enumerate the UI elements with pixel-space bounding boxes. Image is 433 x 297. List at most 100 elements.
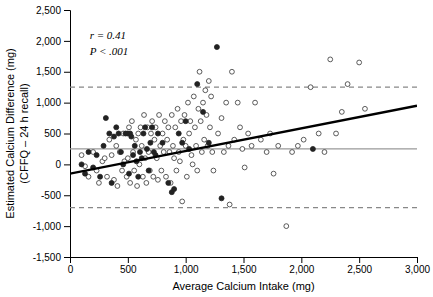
y-tick-mark — [64, 103, 70, 104]
point — [182, 113, 187, 118]
y-tick-mark — [64, 257, 70, 258]
y-tick: 500 — [44, 128, 70, 139]
point — [155, 131, 160, 136]
x-tick: 3,000 — [405, 257, 430, 275]
point — [271, 171, 276, 176]
point — [101, 143, 106, 148]
point — [188, 119, 193, 124]
y-tick: 2,500 — [36, 5, 70, 16]
point — [138, 125, 143, 130]
text-line: (CFFQ – 24 h recall) — [18, 83, 30, 183]
x-tick: 500 — [120, 257, 137, 275]
chart: 0 500 1,000 1,500 2,000 2,500 3,000 -1,500 -1,00… — [0, 0, 433, 297]
point — [295, 143, 300, 148]
x-tick-mark — [301, 257, 302, 263]
y-tick-label: -500 — [41, 190, 61, 201]
point — [235, 100, 240, 105]
y-tick-label: 1,500 — [36, 66, 61, 77]
point — [137, 150, 142, 155]
point — [146, 168, 151, 173]
x-tick-label: 3,000 — [405, 264, 430, 275]
point — [150, 119, 155, 124]
point — [79, 162, 84, 167]
x-tick-mark — [417, 257, 418, 263]
point — [203, 88, 208, 93]
point — [139, 143, 144, 148]
x-tick-label: 500 — [120, 264, 137, 275]
point — [183, 119, 188, 124]
reference-line — [70, 207, 417, 208]
point — [334, 131, 339, 136]
point — [79, 153, 84, 158]
point — [211, 168, 216, 173]
point — [144, 146, 149, 151]
point — [216, 131, 221, 136]
y-tick-label: 0 — [55, 159, 61, 170]
point — [202, 137, 207, 142]
y-tick: 2,000 — [36, 36, 70, 47]
point — [118, 150, 123, 155]
x-tick: 0 — [68, 257, 74, 275]
point — [166, 125, 171, 130]
point — [179, 119, 184, 124]
point — [184, 174, 189, 179]
y-tick-label: 500 — [44, 128, 61, 139]
point — [322, 150, 327, 155]
point — [98, 174, 103, 179]
x-tick-label: 1,500 — [231, 264, 256, 275]
point — [160, 131, 165, 136]
point — [172, 156, 177, 161]
point — [210, 150, 215, 155]
point — [115, 184, 120, 189]
point — [161, 150, 166, 155]
point — [169, 113, 174, 118]
annotation: r = 0.41P < .001 — [89, 29, 129, 57]
point — [177, 159, 182, 164]
point — [180, 140, 185, 145]
line — [70, 106, 417, 174]
y-tick-label: -1,500 — [33, 252, 62, 263]
point — [156, 177, 161, 182]
x-tick-label: 2,000 — [289, 264, 314, 275]
point — [199, 150, 204, 155]
x-tick: 2,000 — [289, 257, 314, 275]
point — [114, 125, 119, 130]
point — [164, 174, 169, 179]
point — [206, 140, 211, 145]
point — [240, 147, 245, 152]
point — [143, 125, 148, 130]
point — [94, 153, 99, 158]
point — [214, 45, 219, 50]
x-tick-label: 1,000 — [174, 264, 199, 275]
y-tick: 1,000 — [36, 97, 70, 108]
point — [111, 134, 116, 139]
point — [208, 125, 213, 130]
x-tick-label: 2,500 — [347, 264, 372, 275]
point — [86, 150, 91, 155]
x-tick: 1,000 — [174, 257, 199, 275]
point — [134, 137, 139, 142]
point — [219, 196, 224, 201]
point — [151, 174, 156, 179]
point — [148, 140, 153, 145]
point — [206, 79, 211, 84]
point — [176, 131, 181, 136]
point — [103, 116, 108, 121]
x-tick: 2,500 — [347, 257, 372, 275]
point — [173, 125, 178, 130]
x-axis: 0 500 1,000 1,500 2,000 2,500 3,000 — [68, 257, 431, 275]
point — [242, 165, 247, 170]
point — [175, 106, 180, 111]
y-tick: -500 — [41, 190, 70, 201]
y-tick-label: 2,000 — [36, 36, 61, 47]
point — [221, 150, 226, 155]
point — [196, 106, 201, 111]
point — [128, 181, 133, 186]
y-tick-label: -1,000 — [33, 221, 62, 232]
point — [219, 116, 224, 121]
point — [114, 143, 119, 148]
point — [224, 100, 229, 105]
point — [357, 60, 362, 65]
y-tick: 0 — [55, 159, 70, 170]
point — [198, 119, 203, 124]
